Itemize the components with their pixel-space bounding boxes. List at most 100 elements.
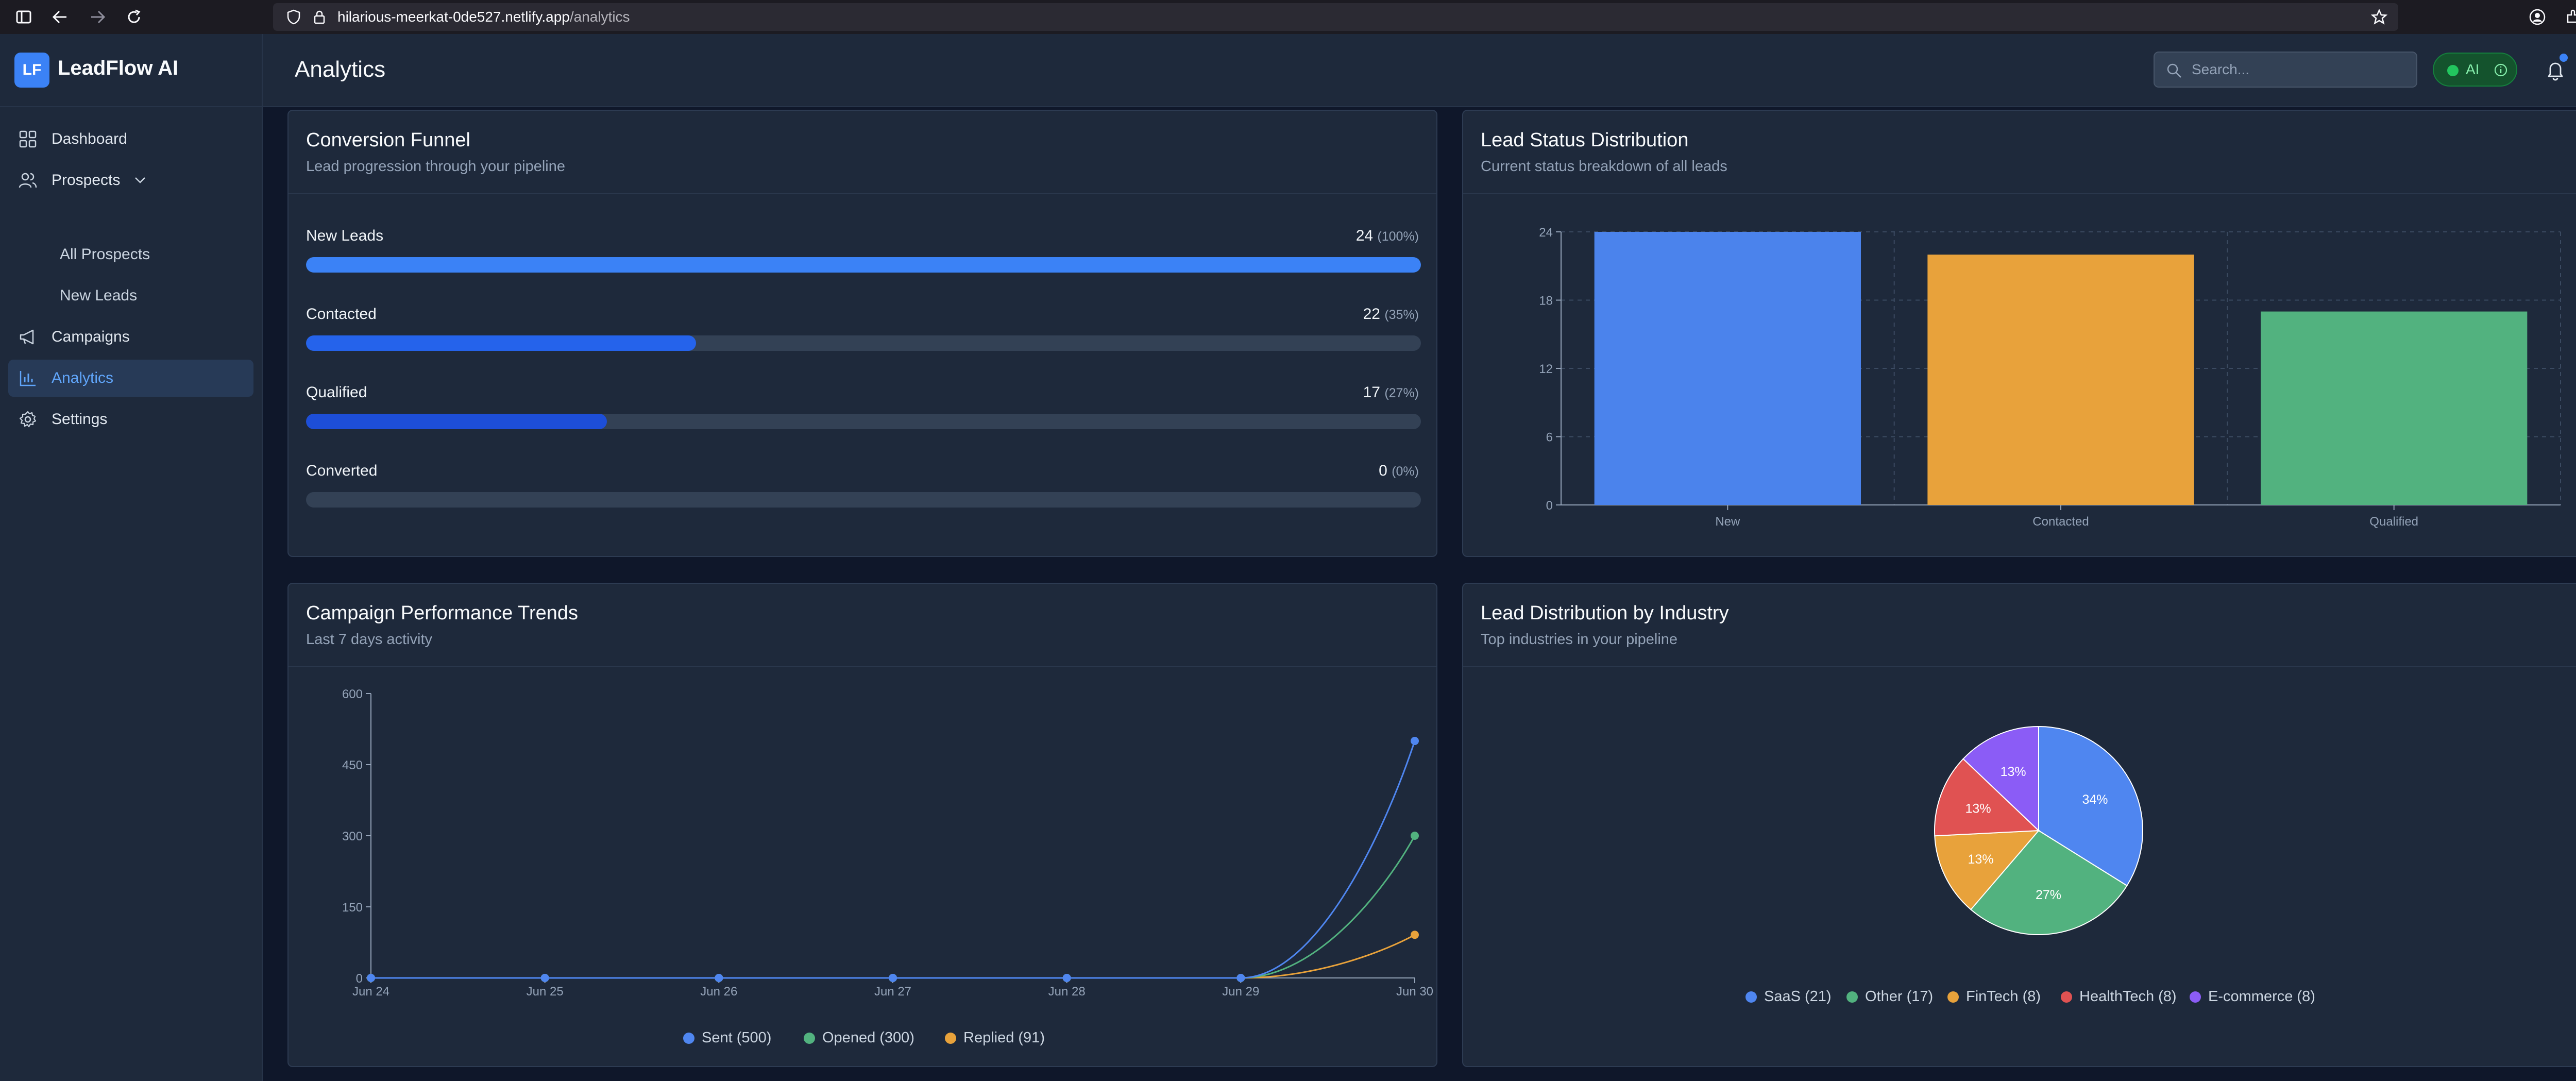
data-point-replied [1411,931,1419,939]
app-name[interactable]: LeadFlow AI [58,57,179,79]
data-point-sent [1236,974,1245,982]
extensions-icon[interactable] [2563,7,2576,27]
x-tick-label: Jun 28 [1048,985,1086,999]
data-point-sent [1062,974,1071,982]
top-header: Analytics AI JS [263,34,2576,107]
legend-swatch [1846,991,1858,1003]
card-divider [289,666,1436,667]
grid-icon [19,130,37,148]
bar-chart-icon [20,371,36,386]
data-point-sent [889,974,897,982]
legend-item[interactable]: HealthTech (8) [2061,988,2177,1005]
y-tick-label: 24 [1539,226,1553,240]
industry-distribution-card: Lead Distribution by Industry Top indust… [1462,583,2576,1067]
sidebar-item-settings[interactable]: Settings [8,401,253,438]
app-logo[interactable]: LF [14,53,49,88]
x-tick-label: Jun 27 [874,985,911,999]
ai-status-badge[interactable]: AI [2433,53,2517,87]
card-subtitle: Top industries in your pipeline [1481,631,1678,648]
sidebar-item-prospects[interactable]: Prospects [8,162,253,199]
legend-swatch [2061,991,2072,1003]
funnel-stage-value: 17 (27%) [1363,384,1419,401]
shield-icon [283,7,304,27]
sidebar-item-label: Campaigns [52,328,130,345]
lock-icon [309,7,330,27]
lead-status-bar-chart: 0 6 12 18 24 New Contacted Qualified [1539,226,2561,529]
bookmark-star-icon[interactable] [2369,7,2389,27]
pie-slice-saas [2038,725,2143,887]
funnel-stage-percent: (27%) [1384,386,1419,400]
x-tick-label: Jun 25 [527,985,564,999]
sidebar-subitem-new-leads[interactable]: New Leads [60,287,138,304]
funnel-bar [306,257,1421,273]
search-box[interactable] [2154,52,2417,88]
legend-swatch [804,1032,815,1044]
legend-item[interactable]: FinTech (8) [1947,988,2041,1005]
series-line-replied [370,934,1415,979]
search-input[interactable] [2192,53,2408,87]
sidebar-item-campaigns[interactable]: Campaigns [8,318,253,356]
sidebar-toggle-icon[interactable] [13,7,34,27]
funnel-stage-percent: (35%) [1384,308,1419,322]
legend-item[interactable]: Other (17) [1846,988,1933,1005]
forward-icon[interactable] [88,7,108,27]
search-icon [2167,63,2181,78]
funnel-stage-label: Converted [306,462,378,479]
y-tick-label: 18 [1539,294,1553,308]
notification-dot [2560,54,2568,62]
users-icon [19,173,37,188]
legend-label: Opened (300) [822,1029,914,1046]
funnel-stage-count: 17 [1363,384,1380,401]
x-tick-label: Jun 26 [700,985,737,999]
bell-icon[interactable] [2540,55,2571,86]
legend-swatch [683,1032,694,1044]
gear-icon [19,411,37,428]
funnel-stage-value: 24 (100%) [1356,227,1419,245]
legend-item[interactable]: Opened (300) [804,1029,914,1046]
y-tick-label: 150 [342,901,363,915]
pie-slice-label: 27% [2036,888,2061,902]
pie-slice-label: 13% [1968,852,1994,867]
funnel-stage-count: 0 [1379,462,1387,479]
sidebar-item-analytics[interactable]: Analytics [8,360,253,397]
chevron-down-icon[interactable] [134,175,146,185]
conversion-funnel-card: Conversion Funnel Lead progression throu… [287,110,1437,557]
pie-slice-fintech [1934,830,2040,910]
legend-item[interactable]: Sent (500) [683,1029,771,1046]
funnel-stage-label: Contacted [306,306,377,323]
funnel-stage-label: Qualified [306,384,367,401]
legend-item[interactable]: E-commerce (8) [2190,988,2315,1005]
url-host: hilarious-meerkat-0de527.netlify.app [337,9,570,25]
funnel-stage-label: New Leads [306,227,384,244]
account-icon[interactable] [2527,7,2548,27]
back-icon[interactable] [49,7,70,27]
card-divider [289,193,1436,194]
sidebar-item-label: Prospects [52,172,121,189]
card-divider [1463,666,2576,667]
sidebar-item-label: Dashboard [52,130,127,147]
legend-item[interactable]: SaaS (21) [1745,988,1832,1005]
lead-status-card: Lead Status Distribution Current status … [1462,110,2576,557]
pie-slice-healthtech [1934,758,2040,837]
card-title: Lead Status Distribution [1481,129,1689,151]
info-icon [2494,63,2507,77]
series-line-opened [370,835,1416,979]
data-point-opened [1411,832,1419,840]
reload-icon[interactable] [124,7,144,27]
legend-label: SaaS (21) [1764,988,1832,1005]
y-tick-label: 0 [356,972,363,986]
url-text: hilarious-meerkat-0de527.netlify.app/ana… [337,3,630,31]
legend-swatch [1947,991,1959,1003]
funnel-stage-count: 24 [1355,227,1374,244]
legend-swatch [945,1032,956,1044]
funnel-stage-count: 22 [1363,306,1380,323]
x-tick-label: Jun 24 [352,985,389,999]
pie-slice-label: 34% [2082,792,2108,807]
funnel-stage-percent: (0%) [1392,464,1419,479]
sidebar-item-dashboard[interactable]: Dashboard [8,121,253,158]
address-bar[interactable]: hilarious-meerkat-0de527.netlify.app/ana… [273,3,2398,31]
legend-label: Replied (91) [963,1029,1045,1046]
legend-item[interactable]: Replied (91) [945,1029,1045,1046]
x-tick-label: New [1715,515,1740,529]
sidebar-subitem-all-prospects[interactable]: All Prospects [60,246,150,263]
